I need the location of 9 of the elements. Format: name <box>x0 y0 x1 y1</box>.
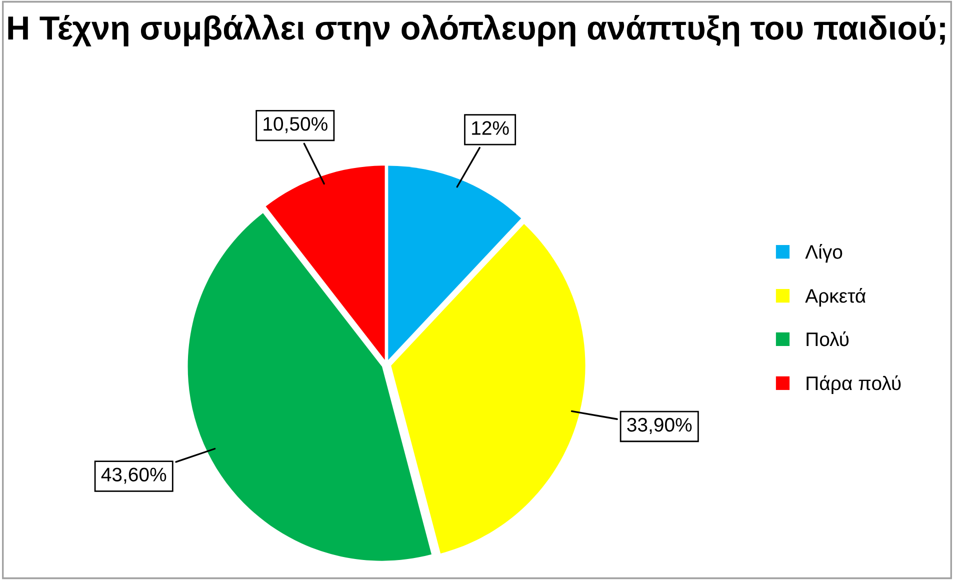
legend-label: Αρκετά <box>805 288 866 307</box>
data-label: 43,60% <box>101 468 166 484</box>
legend-label: Λίγο <box>805 244 842 263</box>
data-label: 12% <box>472 121 509 135</box>
chart-title: Η Τέχνη συμβάλλει στην ολόπλευρη ανάπτυξη του παιδιού; <box>8 14 945 46</box>
legend-label: Πολύ <box>806 331 849 346</box>
data-label: 33,90% <box>627 418 692 434</box>
data-label: 10,50% <box>264 117 328 134</box>
legend-label: Πάρα πολύ <box>806 375 901 394</box>
